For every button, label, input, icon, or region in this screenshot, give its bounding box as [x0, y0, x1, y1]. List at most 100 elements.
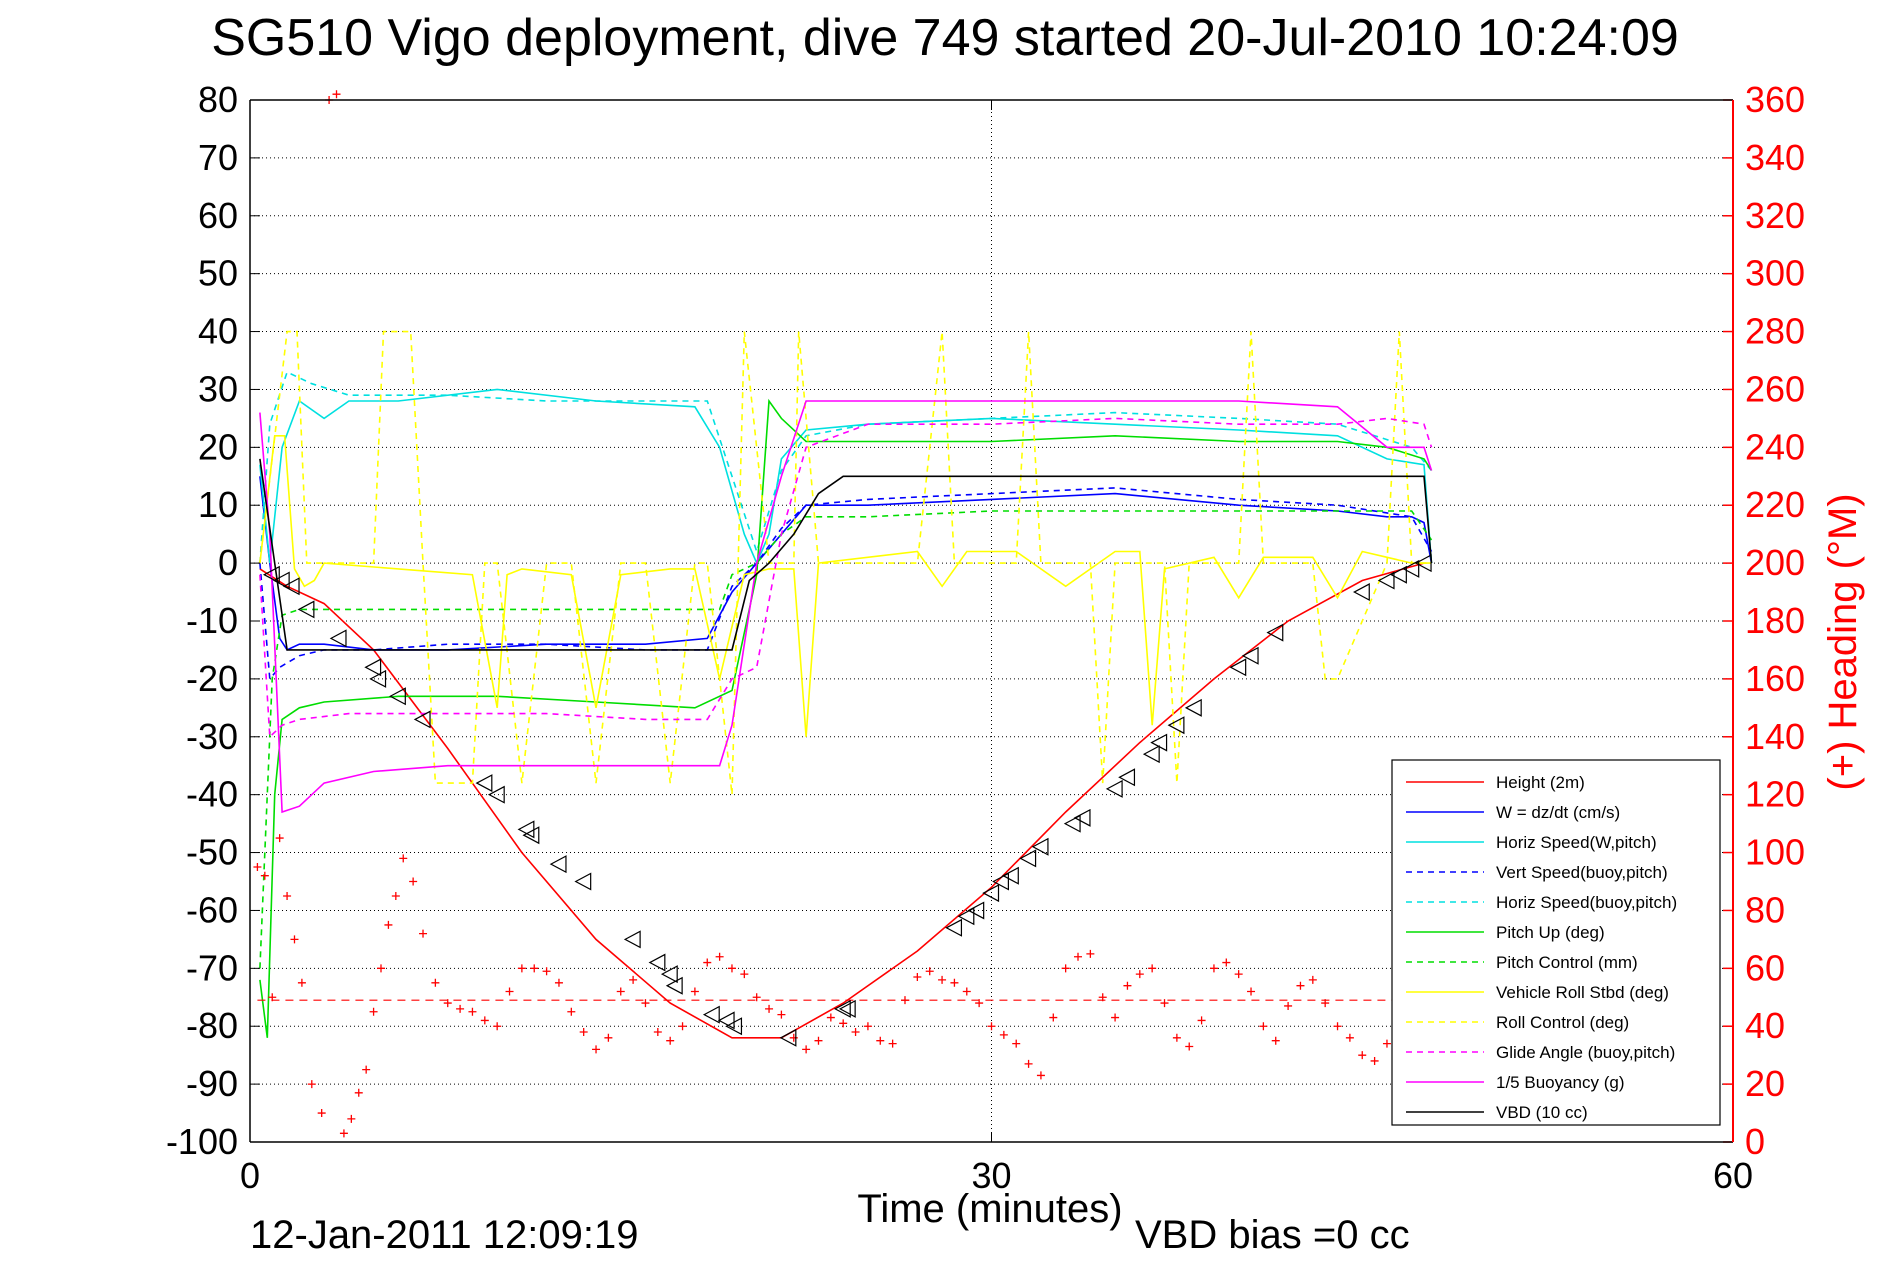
height-marker [329, 629, 347, 648]
heading-point [275, 834, 284, 843]
height-marker [717, 1011, 735, 1030]
height-marker [957, 907, 975, 926]
height-marker [522, 826, 540, 845]
y-tick-label-right: 140 [1745, 716, 1805, 757]
heading-point [1049, 1013, 1058, 1022]
heading-point [592, 1045, 601, 1054]
height-marker [297, 600, 315, 619]
y-tick-label-left: -70 [186, 947, 238, 988]
y-tick-label-left: 20 [198, 426, 238, 467]
height-marker [1402, 559, 1420, 578]
legend-label: VBD (10 cc) [1496, 1103, 1588, 1122]
heading-point [802, 1045, 811, 1054]
heading-point [777, 1010, 786, 1019]
heading-point [391, 891, 400, 900]
height-marker [1031, 837, 1049, 856]
series-roll [259, 434, 1432, 737]
height-marker [389, 687, 406, 706]
height-marker [838, 999, 856, 1018]
height-marker [1105, 779, 1123, 798]
heading-point [1284, 1001, 1293, 1010]
heading-point [1259, 1022, 1268, 1031]
y-tick-label-right: 220 [1745, 484, 1805, 525]
heading-point [1308, 975, 1317, 984]
height-marker [1414, 554, 1432, 573]
height-marker [1142, 745, 1160, 764]
heading-point [456, 1004, 465, 1013]
heading-point [542, 967, 551, 976]
height-marker [967, 901, 985, 920]
legend-label: Vert Speed(buoy,pitch) [1496, 863, 1668, 882]
y-tick-label-left: -50 [186, 832, 238, 873]
heading-point [1185, 1042, 1194, 1051]
heading-point [1172, 1033, 1181, 1042]
heading-point [1247, 987, 1256, 996]
height-marker [1073, 808, 1091, 827]
chart-title: SG510 Vigo deployment, dive 749 started … [211, 9, 1679, 67]
legend-label: Pitch Up (deg) [1496, 923, 1605, 942]
heading-point [431, 978, 440, 987]
heading-point [1197, 1016, 1206, 1025]
y-tick-label-left: -30 [186, 716, 238, 757]
heading-point [888, 1039, 897, 1048]
legend-label: W = dz/dt (cm/s) [1496, 803, 1620, 822]
x-tick-label: 30 [971, 1155, 1011, 1196]
heading-point [814, 1036, 823, 1045]
y-tick-label-left: -100 [166, 1121, 238, 1162]
grid [250, 99, 1733, 1143]
heading-point [1111, 1013, 1120, 1022]
series-buoyancy [259, 400, 1433, 814]
heading-point [1358, 1051, 1367, 1060]
heading-point [752, 993, 761, 1002]
heading-point [517, 964, 526, 973]
height-marker [1150, 733, 1168, 752]
height-marker [982, 884, 1000, 903]
y-tick-label-left: -40 [186, 774, 238, 815]
marker-layer [262, 554, 1432, 1047]
heading-point [925, 967, 934, 976]
y-axis-right-label: (+) Heading (°M) [1821, 493, 1865, 790]
height-marker [262, 565, 280, 584]
heading-point [876, 1036, 885, 1045]
height-marker [648, 953, 666, 972]
heading-point [999, 1030, 1008, 1039]
heading-point [1296, 981, 1305, 990]
height-marker [549, 855, 567, 874]
heading-point [1086, 949, 1095, 958]
y-tick-label-right: 80 [1745, 889, 1785, 930]
heading-point [419, 929, 428, 938]
heading-point [1123, 981, 1132, 990]
heading-point [530, 964, 539, 973]
y-tick-label-left: 50 [198, 253, 238, 294]
y-tick-label-right: 300 [1745, 253, 1805, 294]
series-glide_angle [259, 417, 1433, 739]
heading-point [347, 1114, 356, 1123]
heading-point [950, 978, 959, 987]
heading-point [1012, 1039, 1021, 1048]
y-tick-label-left: 30 [198, 368, 238, 409]
heading-point [826, 1013, 835, 1022]
legend-label: Horiz Speed(W,pitch) [1496, 833, 1657, 852]
height-marker [1266, 623, 1284, 642]
height-marker [1241, 646, 1259, 665]
heading-point [384, 920, 393, 929]
y-tick-label-left: 70 [198, 137, 238, 178]
heading-point [1333, 1022, 1342, 1031]
height-marker [364, 658, 382, 677]
y-tick-label-right: 240 [1745, 426, 1805, 467]
series-pitch_control [259, 510, 1433, 969]
heading-point [1074, 952, 1083, 961]
heading-point [1222, 958, 1231, 967]
y-tick-label-left: 0 [218, 542, 238, 583]
height-marker [1118, 768, 1136, 787]
heading-point [715, 952, 724, 961]
heading-layer [253, 90, 1432, 1138]
y-tick-label-right: 20 [1745, 1063, 1785, 1104]
heading-point [307, 1080, 316, 1089]
heading-point [443, 999, 452, 1008]
heading-point [641, 999, 650, 1008]
legend: Height (2m) W = dz/dt (cm/s) Horiz Speed(W… [1391, 759, 1721, 1126]
y-tick-label-left: 60 [198, 195, 238, 236]
heading-point [1321, 999, 1330, 1008]
